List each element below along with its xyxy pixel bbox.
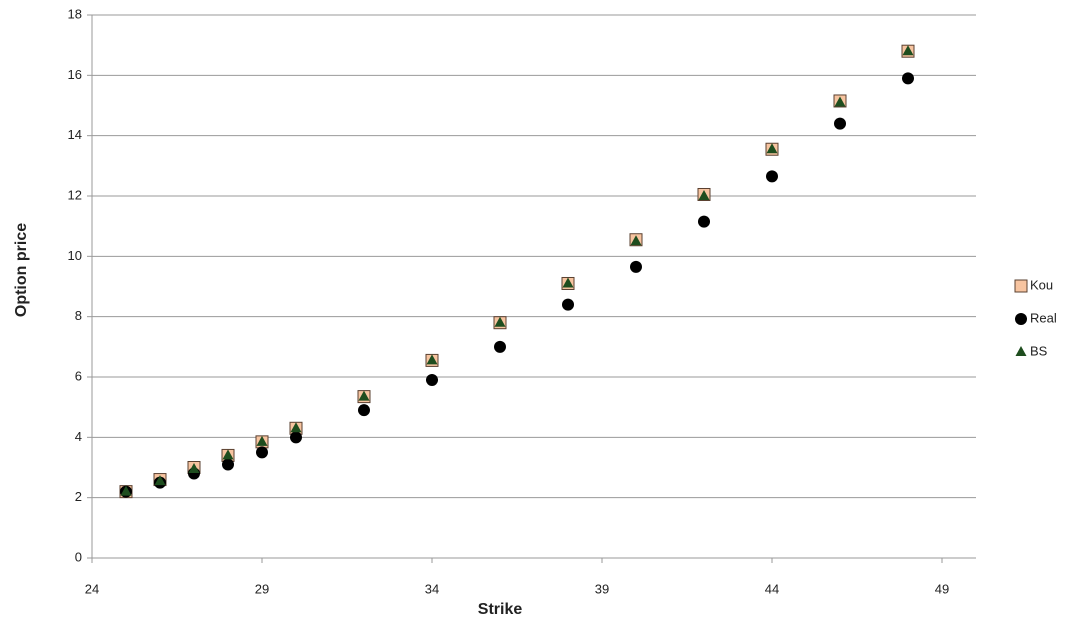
point (290, 431, 302, 444)
point (256, 435, 268, 446)
x-tick-label: 24 (85, 581, 99, 596)
y-tick-label: 16 (68, 67, 82, 82)
point (630, 260, 642, 273)
point (222, 458, 234, 471)
point (834, 96, 846, 107)
y-tick-label: 10 (68, 248, 82, 263)
point (222, 449, 234, 460)
x-axis-title: Strike (478, 601, 523, 618)
point (562, 298, 574, 311)
point (358, 390, 370, 401)
y-tick-label: 0 (75, 549, 82, 564)
y-tick-label: 4 (75, 429, 82, 444)
point (154, 475, 166, 486)
point (902, 72, 914, 85)
y-tick-label: 18 (68, 6, 82, 21)
point (188, 463, 200, 474)
point (698, 190, 710, 200)
y-tick-label: 2 (75, 489, 82, 504)
x-tick-label: 29 (255, 581, 269, 596)
y-tick-label: 14 (68, 127, 82, 142)
point (494, 340, 506, 353)
point (698, 215, 710, 228)
point (120, 485, 132, 496)
legend-label: Real (1030, 310, 1057, 325)
point (358, 404, 370, 417)
point (426, 354, 438, 365)
y-tick-label: 8 (75, 308, 82, 323)
legend-marker (1014, 279, 1028, 293)
point (766, 170, 778, 183)
legend-label: BS (1030, 343, 1048, 358)
x-tick-label: 39 (595, 581, 609, 596)
legend-marker (1015, 346, 1027, 356)
y-axis-title: Option price (13, 223, 30, 317)
point (562, 277, 574, 288)
point (494, 316, 506, 327)
x-tick-label: 44 (765, 581, 779, 596)
x-tick-label: 34 (425, 581, 439, 596)
point (426, 374, 438, 387)
y-tick-label: 12 (68, 187, 82, 202)
legend-label: Kou (1030, 277, 1053, 292)
point (630, 235, 642, 246)
point (290, 422, 302, 433)
point (834, 117, 846, 130)
legend-marker (1015, 313, 1027, 325)
y-tick-label: 6 (75, 368, 82, 383)
x-tick-label: 49 (935, 581, 949, 596)
point (766, 143, 778, 154)
point (256, 446, 268, 459)
point (902, 45, 914, 56)
